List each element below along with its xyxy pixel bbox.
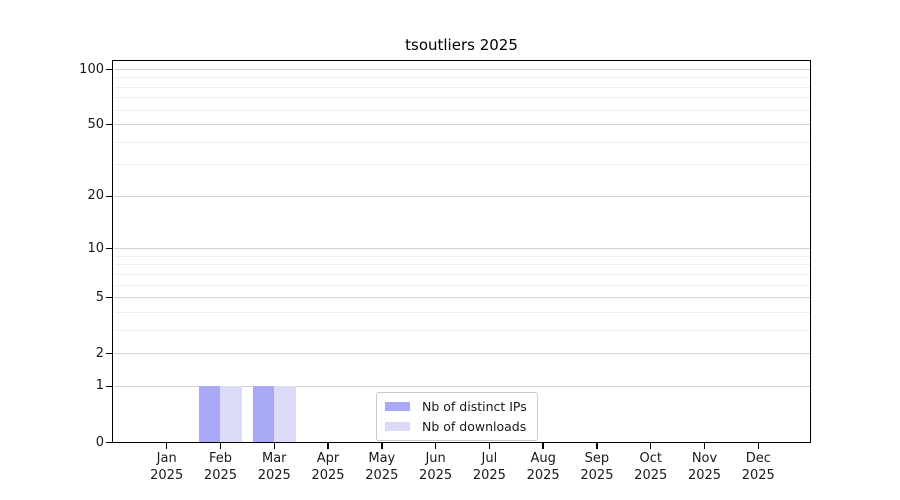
y-tick-mark [105,68,112,71]
x-tick-label-month: Oct [639,451,662,466]
legend-label-downloads: Nb of downloads [422,418,527,434]
x-tick-label-month: Dec [745,451,771,466]
x-tick-label-year: 2025 [741,467,775,483]
major-gridline [113,353,810,355]
x-tick-mark [219,443,222,449]
y-tick-label: 10 [87,240,104,256]
major-gridline [113,124,810,126]
x-tick-mark [649,443,652,449]
legend-item-distinct-ips: Nb of distinct IPs [385,398,527,414]
legend-swatch-downloads [385,421,410,431]
y-tick-label: 5 [95,289,104,305]
x-tick-mark [488,443,491,449]
x-tick-mark [596,443,598,449]
minor-gridline [113,255,810,257]
legend-item-downloads: Nb of downloads [385,418,527,434]
x-tick-label-year: 2025 [580,467,614,483]
x-tick-label-year: 2025 [203,467,238,483]
x-tick-label-month: May [368,451,396,466]
major-gridline [113,385,810,387]
y-tick-mark [105,352,112,355]
major-gridline [113,297,810,299]
x-tick-label-year: 2025 [634,467,668,483]
minor-gridline [113,141,810,143]
x-tick-label-year: 2025 [687,467,722,483]
x-tick-label: Apr 2025 [288,451,368,484]
x-tick-label: Nov 2025 [665,451,745,484]
x-tick-label-month: Feb [208,451,232,466]
y-tick-mark [105,385,112,388]
y-tick-mark [105,195,112,198]
minor-gridline [113,86,810,88]
chart-title: tsoutliers 2025 [405,36,518,54]
minor-gridline [113,273,810,275]
legend-swatch-distinct-ips [385,401,410,411]
y-tick-label: 1 [95,378,104,394]
x-tick-label-year: 2025 [257,467,291,483]
minor-gridline [113,329,810,331]
minor-gridline [113,164,810,166]
x-tick-mark [757,443,760,449]
x-tick-mark [273,443,275,449]
x-tick-mark [165,443,168,449]
x-tick-mark [327,443,329,449]
major-gridline [113,195,810,197]
minor-gridline [113,264,810,266]
minor-gridline [113,77,810,79]
minor-gridline [113,311,810,313]
y-tick-label: 0 [95,434,104,450]
y-tick-label: 2 [95,345,104,361]
x-tick-label: May 2025 [342,451,422,484]
x-tick-label: Sep 2025 [557,451,637,484]
x-tick-label-year: 2025 [526,467,560,483]
x-tick-label-month: Mar [261,451,287,466]
legend: Nb of distinct IPs Nb of downloads [376,392,538,441]
x-tick-label-year: 2025 [311,467,345,483]
x-tick-mark [381,443,383,449]
y-tick-mark [105,123,112,126]
y-tick-mark [105,247,112,250]
major-gridline [113,69,810,70]
legend-label-distinct-ips: Nb of distinct IPs [422,398,527,414]
y-tick-mark [105,441,112,444]
minor-gridline [113,97,810,99]
x-tick-label: Oct 2025 [611,451,691,484]
x-tick-mark [542,443,544,449]
bar-distinct-ips [198,386,221,443]
x-tick-label-month: Aug [530,451,556,466]
y-tick-label: 20 [87,188,104,204]
x-tick-mark [703,443,706,449]
x-tick-label: Dec 2025 [718,451,798,484]
x-tick-mark [434,443,437,449]
minor-gridline [113,109,810,111]
y-tick-label: 100 [79,61,104,77]
minor-gridline [113,284,810,286]
x-tick-label-month: Jun [425,451,446,466]
x-tick-label-month: Jul [481,451,498,466]
bar-downloads [274,386,296,443]
bar-downloads [220,386,242,443]
x-tick-label: Mar 2025 [234,451,314,484]
x-tick-label-year: 2025 [419,467,453,483]
x-tick-label: Aug 2025 [503,451,583,484]
x-tick-label-year: 2025 [365,467,399,483]
x-tick-label-month: Apr [316,451,340,466]
x-tick-label-month: Sep [584,451,610,466]
x-tick-label-year: 2025 [150,467,184,483]
x-tick-label-year: 2025 [472,467,506,483]
x-tick-label-month: Jan [156,451,177,466]
x-tick-label: Jan 2025 [127,451,207,484]
y-tick-label: 50 [87,116,104,132]
y-tick-mark [105,296,112,299]
x-tick-label: Feb 2025 [180,451,260,484]
x-tick-label-month: Nov [691,451,718,466]
bar-distinct-ips [252,386,275,443]
x-tick-label: Jun 2025 [396,451,476,484]
x-tick-label: Jul 2025 [449,451,529,484]
major-gridline [113,248,810,250]
